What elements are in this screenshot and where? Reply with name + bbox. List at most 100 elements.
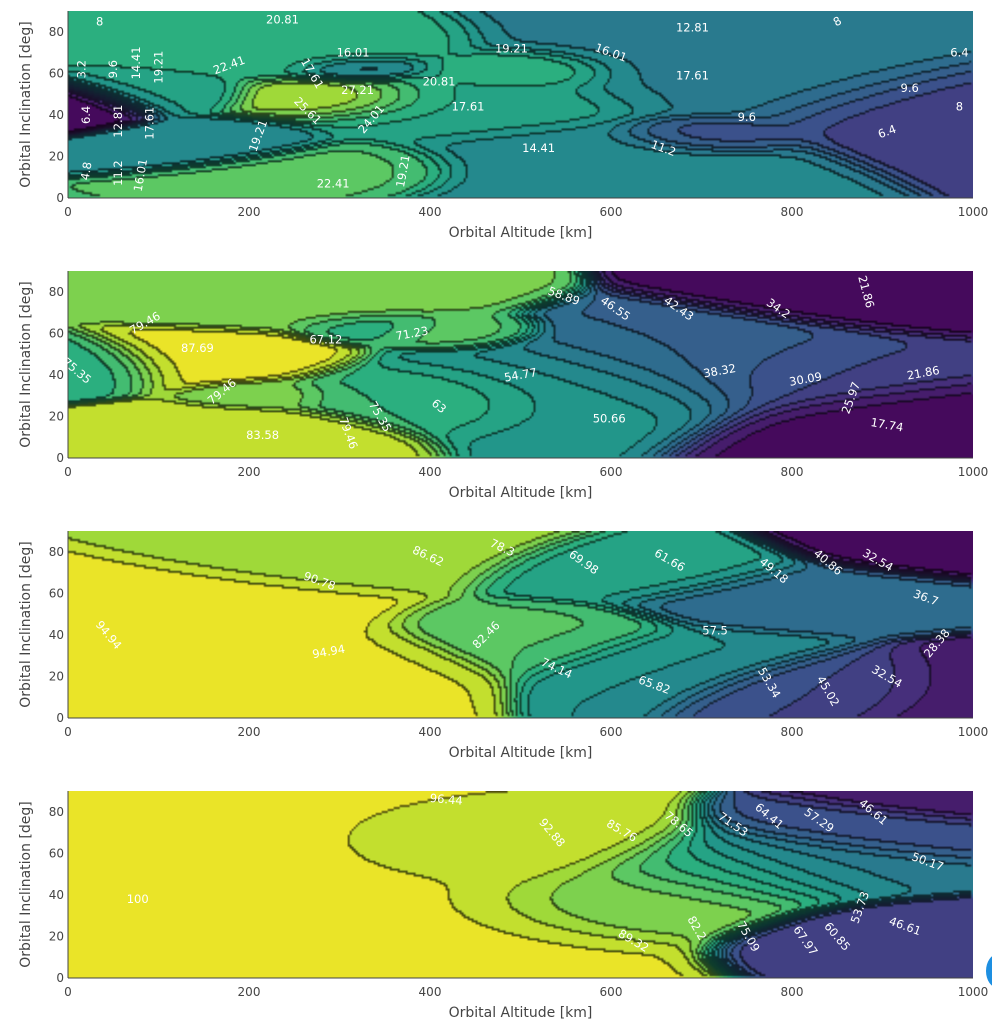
contour-label: 3.2: [75, 60, 89, 78]
x-tick-label: 800: [781, 465, 804, 479]
y-tick-label: 80: [49, 805, 64, 819]
x-tick-label: 200: [238, 465, 261, 479]
x-tick-label: 800: [781, 985, 804, 999]
x-tick-label: 1000: [958, 985, 989, 999]
x-tick-label: 600: [600, 465, 623, 479]
y-tick-label: 80: [49, 25, 64, 39]
contour-label: 17.61: [676, 68, 709, 82]
contour-label: 14.41: [129, 46, 143, 79]
contour-label: 87.69: [181, 341, 214, 355]
contour-panel-1: 0 200 400 600 800 1000 0 20 40 60 80 Orbital Altitu…: [18, 11, 988, 241]
contour-label: 9.6: [738, 110, 756, 124]
contour-label: 22.41: [317, 176, 350, 190]
x-tick-label: 400: [419, 205, 442, 219]
x-tick-label: 0: [64, 725, 72, 739]
x-axis-title: Orbital Altitude [km]: [449, 225, 593, 241]
contour-label: 4.8: [78, 161, 95, 181]
contour-label: 94.94: [311, 642, 346, 662]
x-tick-label: 0: [64, 205, 72, 219]
y-axis-title: Orbital Inclination [deg]: [18, 801, 34, 967]
contour-label: 16.01: [337, 46, 370, 60]
contour-label: 19.21: [393, 154, 413, 189]
x-tick-label: 600: [600, 205, 623, 219]
x-tick-label: 800: [781, 725, 804, 739]
x-tick-label: 400: [419, 465, 442, 479]
y-tick-label: 40: [49, 108, 64, 122]
y-axis-title: Orbital Inclination [deg]: [18, 541, 34, 707]
contour-label: 67.12: [309, 333, 342, 347]
contour-heatmap: [68, 11, 973, 198]
contour-label: 11.2: [111, 160, 125, 186]
contour-panel-4: 0 200 400 600 800 1000 0 20 40 60 80 Orbital Altitu…: [18, 791, 988, 1021]
y-tick-label: 60: [49, 326, 64, 340]
contour-label: 9.6: [106, 60, 120, 78]
contour-label: 96.44: [429, 791, 463, 808]
x-tick-label: 0: [64, 465, 72, 479]
contour-label: 27.21: [341, 83, 374, 97]
x-tick-label: 200: [238, 205, 261, 219]
contour-label: 100: [127, 892, 149, 906]
x-tick-label: 400: [419, 725, 442, 739]
y-tick-label: 20: [49, 409, 64, 423]
y-tick-label: 0: [56, 191, 64, 205]
x-tick-label: 200: [238, 985, 261, 999]
contour-label: 19.21: [152, 51, 166, 84]
x-tick-label: 600: [600, 725, 623, 739]
y-axis-title: Orbital Inclination [deg]: [18, 281, 34, 447]
contour-label: 19.21: [495, 41, 528, 55]
contour-label: 17.74: [870, 415, 905, 435]
contour-label: 17.61: [452, 100, 485, 114]
y-tick-label: 40: [49, 888, 64, 902]
y-tick-label: 60: [49, 66, 64, 80]
contour-label: 50.66: [593, 412, 626, 426]
contour-label: 6.4: [876, 122, 898, 141]
y-tick-label: 80: [49, 545, 64, 559]
contour-label: 17.61: [142, 107, 156, 140]
y-tick-label: 20: [49, 929, 64, 943]
contour-label: 57.5: [702, 624, 728, 638]
x-tick-label: 800: [781, 205, 804, 219]
contour-label: 83.58: [246, 428, 279, 442]
contour-label: 14.41: [522, 141, 555, 155]
contour-panel-3: 0 200 400 600 800 1000 0 20 40 60 80 Orbital Altitu…: [18, 531, 988, 761]
x-tick-label: 1000: [958, 725, 989, 739]
x-tick-label: 1000: [958, 465, 989, 479]
contour-label: 8: [96, 14, 103, 28]
contour-panel-2: 0 200 400 600 800 1000 0 20 40 60 80 Orbital Altitu…: [18, 271, 988, 501]
contour-label: 71.23: [394, 324, 429, 344]
y-tick-label: 0: [56, 971, 64, 985]
y-tick-label: 20: [49, 669, 64, 683]
contour-heatmap: [68, 271, 973, 458]
y-tick-label: 20: [49, 149, 64, 163]
y-tick-label: 40: [49, 628, 64, 642]
contour-label: 20.81: [423, 75, 456, 89]
contour-label: 12.81: [111, 105, 125, 138]
contour-label: 6.4: [950, 46, 968, 60]
x-axis-title: Orbital Altitude [km]: [449, 1005, 593, 1021]
x-tick-label: 200: [238, 725, 261, 739]
contour-label: 21.86: [906, 363, 941, 383]
x-tick-label: 1000: [958, 205, 989, 219]
x-axis-title: Orbital Altitude [km]: [449, 745, 593, 761]
contour-label: 8: [956, 100, 963, 114]
contour-label: 38.32: [702, 361, 737, 381]
y-tick-label: 40: [49, 368, 64, 382]
contour-label: 16.01: [131, 158, 151, 193]
y-tick-label: 80: [49, 285, 64, 299]
contour-label: 54.77: [503, 365, 538, 385]
y-tick-label: 0: [56, 451, 64, 465]
y-tick-label: 60: [49, 846, 64, 860]
y-tick-label: 60: [49, 586, 64, 600]
y-tick-label: 0: [56, 711, 64, 725]
x-tick-label: 600: [600, 985, 623, 999]
contour-label: 20.81: [266, 12, 299, 26]
contour-heatmap: [68, 791, 973, 978]
x-tick-label: 400: [419, 985, 442, 999]
contour-label: 9.6: [901, 81, 919, 95]
x-tick-label: 0: [64, 985, 72, 999]
x-axis-title: Orbital Altitude [km]: [449, 485, 593, 501]
contour-label: 30.09: [788, 369, 823, 389]
contour-heatmap: [68, 531, 973, 718]
contour-label: 12.81: [676, 21, 709, 35]
